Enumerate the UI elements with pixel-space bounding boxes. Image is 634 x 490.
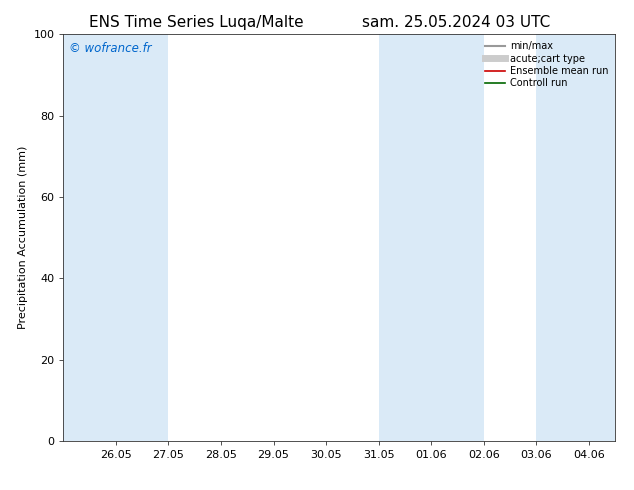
Legend: min/max, acute;cart type, Ensemble mean run, Controll run: min/max, acute;cart type, Ensemble mean … bbox=[483, 39, 610, 90]
Text: ENS Time Series Luqa/Malte: ENS Time Series Luqa/Malte bbox=[89, 15, 304, 30]
Bar bbox=[63, 34, 169, 441]
Y-axis label: Precipitation Accumulation (mm): Precipitation Accumulation (mm) bbox=[18, 146, 28, 329]
Bar bbox=[536, 34, 615, 441]
Text: © wofrance.fr: © wofrance.fr bbox=[69, 43, 152, 55]
Bar bbox=[378, 34, 484, 441]
Text: sam. 25.05.2024 03 UTC: sam. 25.05.2024 03 UTC bbox=[363, 15, 550, 30]
